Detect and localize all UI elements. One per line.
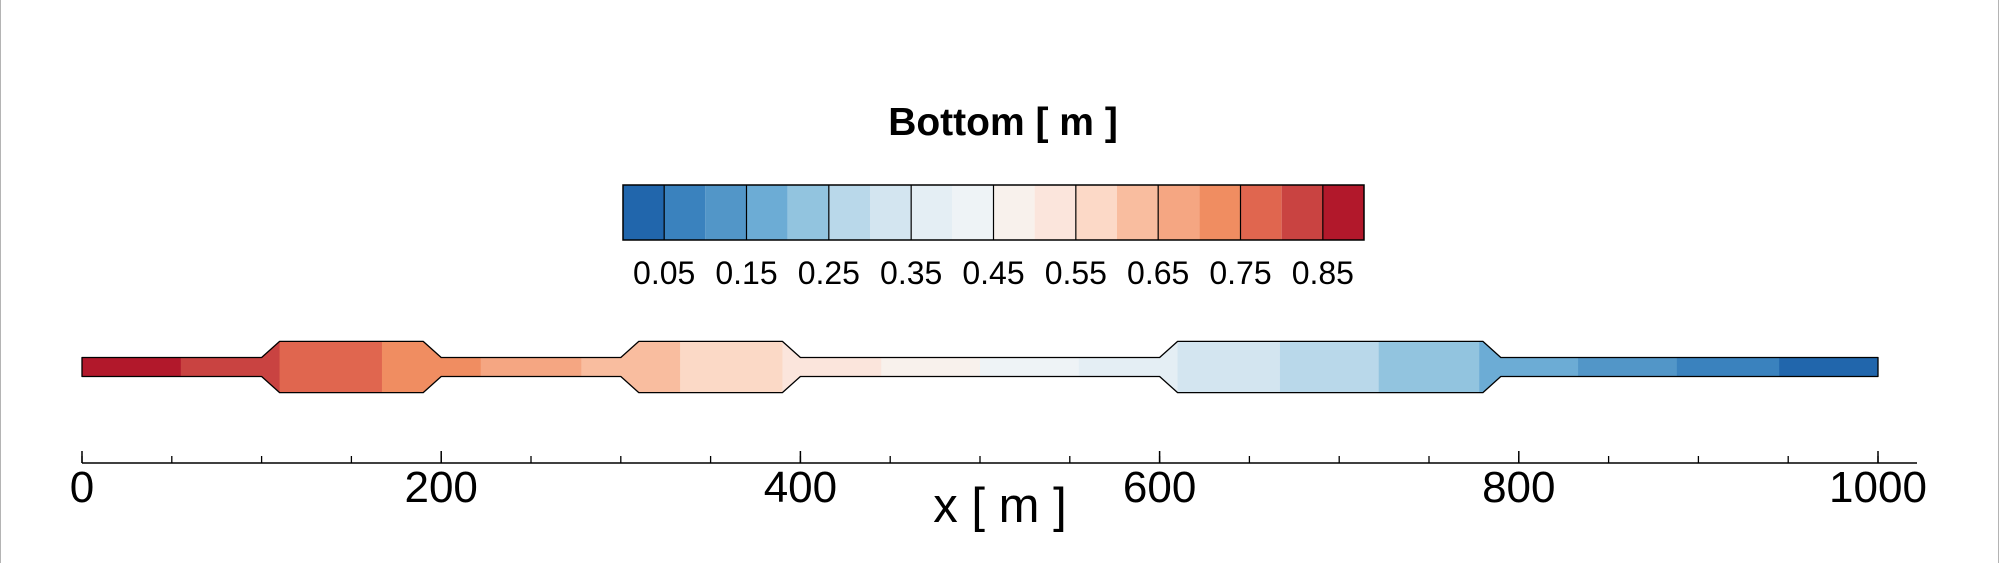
channel-outline	[81, 340, 1879, 394]
colorbar-tick-label: 0.25	[798, 255, 860, 291]
channel-bottom-band	[1279, 341, 1380, 393]
channel-bottom-band	[279, 341, 383, 393]
channel-domain	[81, 340, 1879, 394]
x-tick-label: 0	[70, 463, 94, 512]
colorbar-swatch	[1034, 185, 1076, 240]
x-tick-label: 400	[764, 463, 837, 512]
colorbar-swatch	[1322, 185, 1364, 240]
channel-bottom-band	[1177, 341, 1281, 393]
colorbar-tick-label: 0.75	[1209, 255, 1271, 291]
colorbar-swatch	[746, 185, 788, 240]
x-axis: 0 200 400 600 800 1000	[70, 451, 1927, 512]
colorbar-swatch	[1281, 185, 1323, 240]
colorbar-tick-label: 0.85	[1292, 255, 1354, 291]
colorbar-tick-label: 0.65	[1127, 255, 1189, 291]
colorbar-tick-label: 0.45	[962, 255, 1024, 291]
colorbar-swatch	[952, 185, 994, 240]
colorbar-border	[622, 184, 1365, 241]
channel-bottom-band	[581, 341, 681, 393]
channel-bottom-band	[480, 341, 582, 393]
channel-bottom-band	[1479, 341, 1579, 393]
colorbar	[622, 184, 1365, 241]
colorbar-swatch	[1075, 185, 1117, 240]
channel-bottom-band	[680, 341, 784, 393]
colorbar-swatch	[993, 185, 1035, 240]
colorbar-swatch	[705, 185, 747, 240]
colorbar-swatch	[1240, 185, 1282, 240]
channel-bottom-band	[782, 341, 882, 393]
colorbar-tick-label: 0.15	[715, 255, 777, 291]
colorbar-tick-label: 0.05	[633, 255, 695, 291]
colorbar-swatch	[623, 185, 665, 240]
channel-bottom-band	[1578, 341, 1678, 393]
channel-fill	[82, 341, 1878, 393]
channel-bottom-band	[82, 341, 182, 393]
colorbar-labels: 0.05 0.15 0.25 0.35 0.45 0.55 0.65 0.75 0.85	[633, 255, 1354, 291]
colorbar-swatch	[787, 185, 829, 240]
colorbar-swatch	[828, 185, 870, 240]
channel-bottom-band	[1779, 341, 1878, 393]
channel-bottom-band	[1378, 341, 1480, 393]
legend-title: Bottom [ m ]	[888, 101, 1118, 144]
colorbar-swatch	[664, 185, 706, 240]
colorbar-swatch	[911, 185, 953, 240]
colorbar-tick-label: 0.55	[1045, 255, 1107, 291]
colorbar-tick-label: 0.35	[880, 255, 942, 291]
channel-bottom-band	[980, 341, 1080, 393]
colorbar-swatch	[1158, 185, 1200, 240]
x-tick-label: 200	[404, 463, 477, 512]
channel-bottom-band	[1078, 341, 1179, 393]
channel-bottom-band	[881, 341, 981, 393]
channel-bottom-band	[180, 341, 281, 393]
colorbar-swatch	[1117, 185, 1159, 240]
channel-bottom-band	[381, 341, 482, 393]
x-tick-label: 600	[1123, 463, 1196, 512]
x-tick-label: 800	[1482, 463, 1555, 512]
channel-bottom-band	[1676, 341, 1780, 393]
colorbar-swatch	[1199, 185, 1241, 240]
colorbar-swatch	[870, 185, 912, 240]
x-tick-label: 1000	[1829, 463, 1927, 512]
x-axis-label: x [ m ]	[933, 479, 1066, 533]
